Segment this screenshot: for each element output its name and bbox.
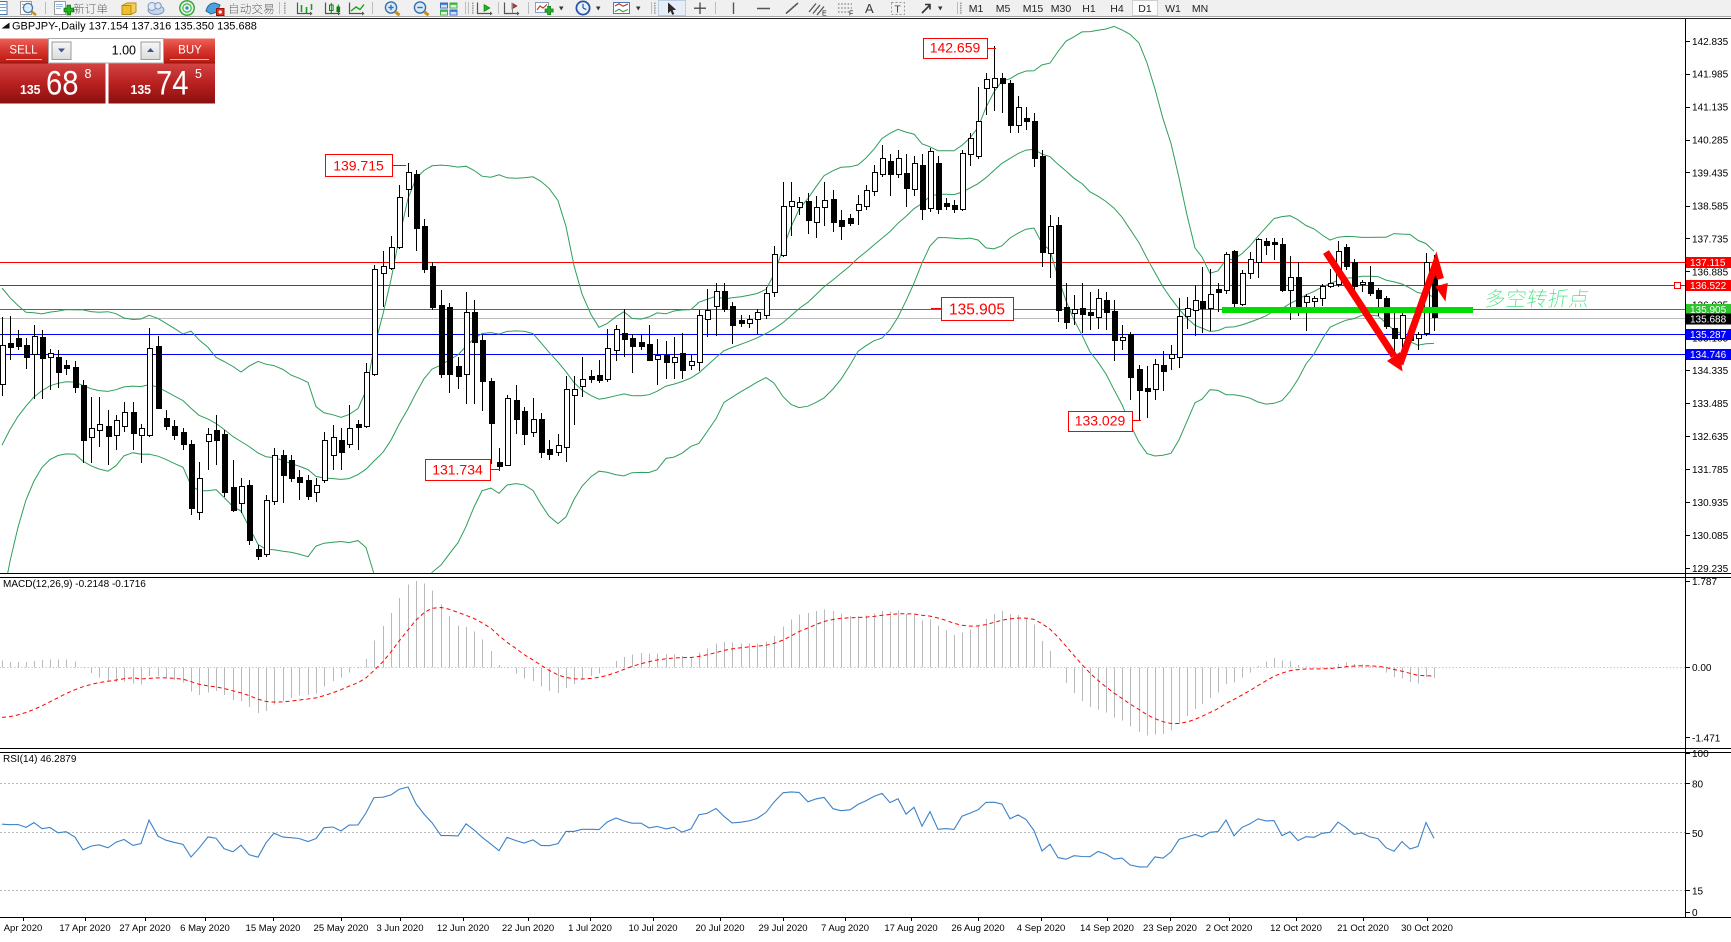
svg-text:135.287: 135.287 [1690,330,1727,341]
svg-text:A: A [865,1,874,16]
svg-text:30 Oct 2020: 30 Oct 2020 [1401,923,1453,934]
svg-text:8: 8 [85,67,92,81]
svg-text:12 Oct 2020: 12 Oct 2020 [1270,923,1322,934]
svg-text:M1: M1 [969,3,984,15]
svg-text:142.835: 142.835 [1692,37,1729,48]
svg-text:26 Aug 2020: 26 Aug 2020 [951,923,1004,934]
svg-text:1 Jul 2020: 1 Jul 2020 [568,923,612,934]
svg-text:133.485: 133.485 [1692,399,1729,410]
svg-text:F: F [849,11,853,18]
svg-text:136.885: 136.885 [1692,267,1729,278]
svg-text:12 Jun 2020: 12 Jun 2020 [437,923,489,934]
svg-text:MN: MN [1192,3,1208,15]
svg-text:131.785: 131.785 [1692,465,1729,476]
svg-text:M30: M30 [1051,3,1072,15]
svg-text:17 Apr 2020: 17 Apr 2020 [59,923,110,934]
svg-text:141.135: 141.135 [1692,103,1729,114]
svg-text:W1: W1 [1165,3,1181,15]
svg-text:80: 80 [1692,779,1704,790]
svg-text:142.659: 142.659 [930,40,981,56]
svg-text:1.787: 1.787 [1692,577,1717,588]
svg-text:136.522: 136.522 [1690,281,1727,292]
svg-text:21 Oct 2020: 21 Oct 2020 [1337,923,1389,934]
svg-text:137.115: 137.115 [1690,258,1726,269]
svg-text:MACD(12,26,9) -0.2148 -0.1716: MACD(12,26,9) -0.2148 -0.1716 [3,579,146,590]
svg-text:14 Sep 2020: 14 Sep 2020 [1080,923,1134,934]
svg-text:135: 135 [20,82,41,97]
svg-text:15 May 2020: 15 May 2020 [246,923,301,934]
svg-text:SELL: SELL [9,45,38,57]
svg-text:15: 15 [1692,887,1704,898]
svg-text:2 Oct 2020: 2 Oct 2020 [1206,923,1252,934]
svg-text:M5: M5 [996,3,1011,15]
svg-text:E: E [822,11,827,18]
svg-text:29 Jul 2020: 29 Jul 2020 [758,923,807,934]
svg-text:GBPJPY-,Daily 137.154 137.316: GBPJPY-,Daily 137.154 137.316 135.350 13… [12,21,257,33]
svg-text:D1: D1 [1138,3,1152,15]
svg-text:5: 5 [195,67,202,81]
svg-text:138.585: 138.585 [1692,202,1729,213]
svg-text:0.00: 0.00 [1692,663,1712,674]
svg-text:130.935: 130.935 [1692,498,1729,509]
svg-text:-1.471: -1.471 [1692,733,1721,744]
svg-text:68: 68 [46,65,79,103]
svg-text:27 Apr 2020: 27 Apr 2020 [119,923,170,934]
svg-text:6 May 2020: 6 May 2020 [180,923,230,934]
svg-text:H1: H1 [1082,3,1096,15]
svg-text:100: 100 [1692,749,1709,760]
svg-text:BUY: BUY [178,45,202,57]
svg-text:130.085: 130.085 [1692,531,1729,542]
svg-text:4 Sep 2020: 4 Sep 2020 [1017,923,1066,934]
svg-text:17 Aug 2020: 17 Aug 2020 [884,923,937,934]
svg-text:140.285: 140.285 [1692,136,1729,147]
svg-text:H4: H4 [1110,3,1124,15]
svg-text:25 May 2020: 25 May 2020 [314,923,369,934]
svg-text:23 Sep 2020: 23 Sep 2020 [1143,923,1197,934]
svg-text:135.905: 135.905 [1690,305,1727,316]
svg-text:7 Aug 2020: 7 Aug 2020 [821,923,869,934]
svg-text:141.985: 141.985 [1692,70,1729,81]
svg-text:10 Jul 2020: 10 Jul 2020 [628,923,677,934]
svg-text:22 Jun 2020: 22 Jun 2020 [502,923,554,934]
svg-text:139.435: 139.435 [1692,169,1729,180]
svg-text:Apr 2020: Apr 2020 [4,923,43,934]
svg-text:3 Jun 2020: 3 Jun 2020 [376,923,423,934]
svg-text:132.635: 132.635 [1692,432,1729,443]
svg-text:0: 0 [1692,908,1698,919]
svg-text:134.746: 134.746 [1690,350,1727,361]
svg-text:135.688: 135.688 [1690,315,1727,326]
svg-text:135: 135 [131,82,152,97]
svg-text:131.734: 131.734 [432,462,483,478]
svg-text:M15: M15 [1023,3,1044,15]
svg-text:74: 74 [156,65,189,103]
svg-text:135.905: 135.905 [949,302,1005,319]
svg-text:133.029: 133.029 [1075,413,1126,429]
svg-text:RSI(14) 46.2879: RSI(14) 46.2879 [3,754,77,765]
svg-text:129.235: 129.235 [1692,564,1729,575]
svg-text:134.335: 134.335 [1692,366,1729,377]
svg-text:1.00: 1.00 [112,44,136,58]
svg-text:T: T [895,5,901,16]
svg-text:20 Jul 2020: 20 Jul 2020 [695,923,744,934]
svg-text:139.715: 139.715 [333,158,384,174]
svg-text:137.735: 137.735 [1692,234,1729,245]
svg-text:50: 50 [1692,829,1704,840]
